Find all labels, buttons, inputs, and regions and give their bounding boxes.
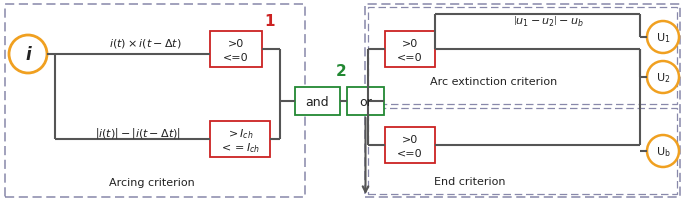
Text: Arcing criterion: Arcing criterion [109,177,195,187]
Circle shape [647,135,679,167]
Text: <=0: <=0 [223,53,249,63]
Circle shape [9,36,47,74]
Text: $\rm U_b$: $\rm U_b$ [656,144,671,158]
Bar [368,109,677,194]
Text: $\left|u_1-u_2\right|-u_b$: $\left|u_1-u_2\right|-u_b$ [512,15,584,28]
Text: Arc extinction criterion: Arc extinction criterion [430,77,558,87]
Circle shape [647,62,679,94]
Circle shape [647,22,679,54]
Bar [385,127,435,163]
Bar [210,121,270,157]
Text: >0: >0 [228,39,244,49]
Text: $i\left(t\right)\times i\left(t-\Delta t\right)$: $i\left(t\right)\times i\left(t-\Delta t… [109,36,182,49]
Text: 2: 2 [336,64,347,79]
Text: i: i [25,46,31,64]
Text: <=0: <=0 [397,53,423,63]
Bar [385,32,435,68]
Text: 1: 1 [264,14,275,29]
Text: $<=I_{ch}$: $<=I_{ch}$ [219,140,260,154]
Text: >0: >0 [402,134,418,144]
Text: and: and [306,95,329,108]
Text: >0: >0 [402,39,418,49]
Text: End criterion: End criterion [434,176,506,186]
Text: $>I_{ch}$: $>I_{ch}$ [226,126,254,140]
Text: <=0: <=0 [397,148,423,158]
Text: $\rm U_1$: $\rm U_1$ [656,31,670,45]
Text: or: or [359,95,372,108]
Bar [295,88,340,115]
Bar [365,5,680,197]
Bar [210,32,262,68]
Text: $\rm U_2$: $\rm U_2$ [656,71,670,84]
Bar [368,8,677,104]
Text: $\left|i\left(t\right)\right|-\left|i\left(t-\Delta t\right)\right|$: $\left|i\left(t\right)\right|-\left|i\le… [95,125,181,139]
Bar [5,5,305,197]
Bar [347,88,384,115]
